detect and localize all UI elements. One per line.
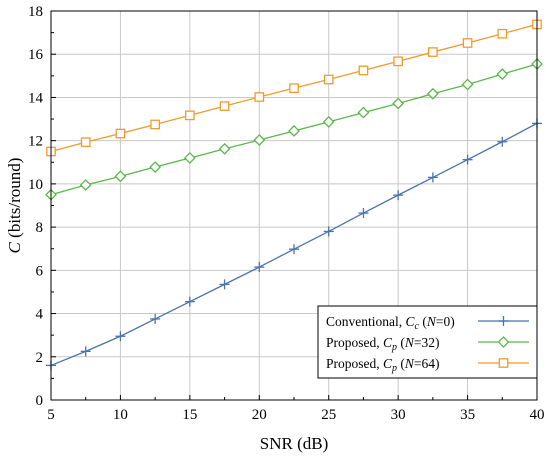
y-tick-label: 10 <box>28 177 43 193</box>
legend-label-part: c <box>415 321 420 332</box>
data-point <box>80 346 91 357</box>
x-tick-label: 10 <box>113 407 128 423</box>
x-tick-label: 20 <box>252 407 267 423</box>
legend-label: Proposed, Cp (N=32) <box>326 335 440 353</box>
data-point <box>150 119 160 130</box>
data-point <box>393 190 404 201</box>
data-point <box>322 115 335 128</box>
data-point <box>185 110 195 121</box>
data-point <box>358 65 369 76</box>
series-plus <box>46 118 542 371</box>
data-point <box>358 208 369 219</box>
data-point <box>115 128 126 139</box>
data-point <box>428 47 438 57</box>
data-point <box>461 78 474 91</box>
data-point <box>80 137 91 148</box>
legend-label-part: p <box>391 342 397 353</box>
series-layer <box>45 19 543 371</box>
y-axis-title: C (bits/round) <box>5 158 24 254</box>
data-point <box>79 179 92 191</box>
axis-ticks: 5 10 15 20 25 30 35 40 0 2 4 6 8 10 12 14 16 18 <box>28 4 545 423</box>
x-tick-label: 35 <box>460 407 475 423</box>
legend: Conventional, Cc (N=0)Proposed, Cp (N=32… <box>317 305 538 379</box>
y-tick-label: 6 <box>36 263 44 279</box>
x-tick-label: 30 <box>391 407 406 423</box>
data-point <box>426 87 439 100</box>
data-point <box>462 38 473 48</box>
data-point <box>462 154 473 165</box>
y-tick-label: 4 <box>36 307 44 323</box>
legend-label-part: p <box>391 363 397 374</box>
legend-label-part: C <box>406 314 416 329</box>
x-tick-label: 25 <box>321 407 336 423</box>
data-point <box>323 74 334 85</box>
x-tick-label: 5 <box>47 407 55 423</box>
y-axis-title-unit: (bits/round) <box>5 158 24 243</box>
data-point <box>150 313 161 324</box>
data-point <box>219 101 230 111</box>
series-diamond <box>45 58 543 201</box>
data-point <box>254 262 265 273</box>
y-tick-label: 0 <box>36 393 44 409</box>
y-tick-label: 18 <box>28 4 43 20</box>
y-axis-title-symbol: C <box>5 241 24 253</box>
data-point <box>219 279 230 290</box>
data-point <box>289 244 299 255</box>
legend-label-part: ( <box>397 356 405 371</box>
legend-marker <box>497 336 510 348</box>
legend-label-part: N <box>426 314 437 329</box>
y-tick-label: 8 <box>36 220 44 236</box>
y-tick-label: 16 <box>28 47 44 63</box>
legend-label: Proposed, Cp (N=64) <box>326 356 440 374</box>
x-tick-label: 40 <box>530 407 545 423</box>
x-tick-label: 15 <box>182 407 197 423</box>
data-point <box>183 152 196 164</box>
data-point <box>497 28 508 39</box>
data-point <box>289 83 299 94</box>
legend-label-part: =64) <box>414 356 440 371</box>
y-tick-label: 14 <box>28 90 44 106</box>
legend-label: Conventional, Cc (N=0) <box>326 314 455 332</box>
data-point <box>392 97 405 110</box>
y-tick-label: 12 <box>28 134 43 150</box>
legend-label-part: C <box>383 356 393 371</box>
data-point <box>497 136 508 147</box>
legend-entry: Proposed, Cp (N=32) <box>326 335 529 353</box>
legend-label-part: =0) <box>436 314 455 329</box>
data-point <box>357 106 370 119</box>
data-point <box>218 142 231 155</box>
legend-entry: Proposed, Cp (N=64) <box>326 356 529 374</box>
data-point <box>323 226 334 237</box>
data-point <box>114 170 127 183</box>
legend-marker <box>498 316 509 326</box>
data-point <box>253 134 266 146</box>
data-point <box>288 125 300 137</box>
data-point <box>427 172 438 183</box>
data-point <box>184 296 195 307</box>
legend-label-part: N <box>404 356 415 371</box>
data-point <box>115 331 126 342</box>
legend-label-part: Proposed, <box>326 335 383 350</box>
legend-label-part: N <box>404 335 415 350</box>
data-point <box>149 161 162 173</box>
legend-label-part: =32) <box>414 335 440 350</box>
legend-label-part: Conventional, <box>326 314 406 329</box>
legend-label-part: ( <box>419 314 427 329</box>
legend-entry: Conventional, Cc (N=0) <box>326 314 529 332</box>
legend-label-part: C <box>383 335 393 350</box>
legend-label-part: Proposed, <box>326 356 383 371</box>
data-point <box>254 92 265 102</box>
y-tick-label: 2 <box>36 350 44 366</box>
legend-label-part: ( <box>397 335 405 350</box>
legend-marker <box>498 358 509 368</box>
data-point <box>496 68 509 81</box>
data-point <box>393 56 403 67</box>
x-axis-title: SNR (dB) <box>260 434 328 453</box>
